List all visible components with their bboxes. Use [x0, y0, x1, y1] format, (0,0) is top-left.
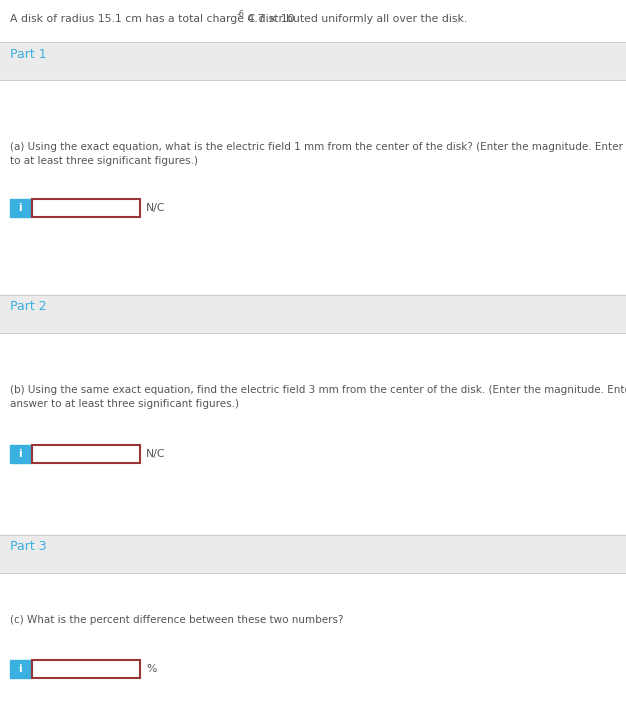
Bar — [10, 660, 30, 678]
Text: Part 3: Part 3 — [10, 541, 46, 554]
Bar — [32, 199, 140, 217]
Text: %: % — [146, 664, 156, 674]
Bar — [0, 0, 626, 42]
Text: Part 1: Part 1 — [10, 48, 46, 61]
Bar — [10, 199, 30, 217]
Bar — [0, 80, 626, 295]
Text: A disk of radius 15.1 cm has a total charge 4.7 × 10: A disk of radius 15.1 cm has a total cha… — [10, 14, 295, 24]
Bar — [32, 660, 140, 678]
Text: A disk of radius 15.1 cm has a total charge 4.7 × 10: A disk of radius 15.1 cm has a total cha… — [10, 14, 295, 24]
Bar — [10, 445, 30, 463]
Bar — [32, 445, 140, 463]
Text: answer to at least three significant figures.): answer to at least three significant fig… — [10, 399, 239, 409]
Text: Part 2: Part 2 — [10, 300, 46, 313]
Text: (c) What is the percent difference between these two numbers?: (c) What is the percent difference betwe… — [10, 615, 344, 625]
Text: to at least three significant figures.): to at least three significant figures.) — [10, 156, 198, 166]
Bar — [0, 535, 626, 573]
Text: (a) Using the exact equation, what is the electric field 1 mm from the center of: (a) Using the exact equation, what is th… — [10, 142, 626, 152]
Bar — [0, 295, 626, 333]
Text: i: i — [18, 203, 22, 213]
Text: C distributed uniformly all over the disk.: C distributed uniformly all over the dis… — [244, 14, 467, 24]
Text: (b) Using the same exact equation, find the electric field 3 mm from the center : (b) Using the same exact equation, find … — [10, 385, 626, 395]
Text: i: i — [18, 449, 22, 459]
Bar — [0, 42, 626, 80]
Bar — [0, 333, 626, 535]
Text: -6: -6 — [237, 10, 245, 19]
Text: N/C: N/C — [146, 203, 165, 213]
Bar — [0, 573, 626, 724]
Text: N/C: N/C — [146, 449, 165, 459]
Text: i: i — [18, 664, 22, 674]
